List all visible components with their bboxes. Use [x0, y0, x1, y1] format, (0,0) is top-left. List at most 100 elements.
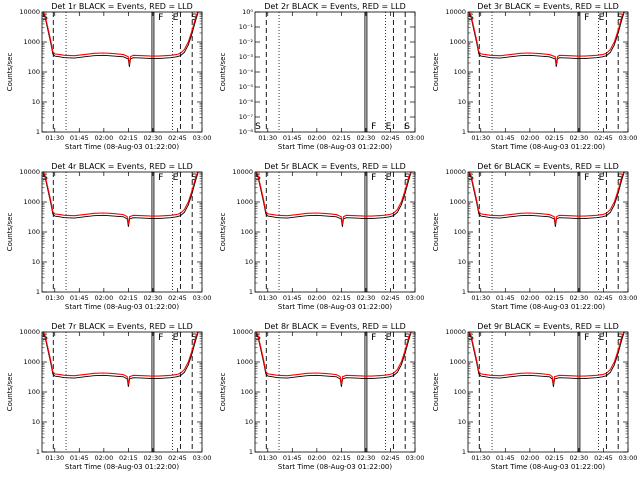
marker-letter: S	[255, 122, 261, 132]
x-axis-label: Start Time (08-Aug-03 01:22:00)	[278, 303, 392, 311]
panel-det-1r: Det 1r BLACK = Events, RED = LLD Counts/s…	[6, 2, 211, 151]
x-tick-label: 01:30	[471, 454, 490, 462]
x-tick-label: 01:30	[258, 134, 277, 142]
x-tick-label: 02:45	[381, 134, 400, 142]
y-tick-label: 1	[36, 128, 40, 136]
y-tick-label: 1	[36, 448, 40, 456]
y-tick-label: 100	[241, 228, 253, 236]
y-axis-label: Counts/sec	[6, 53, 14, 92]
y-tick-label: 10000	[19, 168, 40, 176]
panel-det-3r: Det 3r BLACK = Events, RED = LLD Counts/s…	[432, 2, 637, 151]
x-tick-label: 01:45	[70, 294, 89, 302]
x-tick-label: 02:30	[144, 294, 163, 302]
x-tick-label: 01:45	[496, 134, 515, 142]
series-lld-line	[255, 332, 412, 385]
y-tick-label: 1000	[449, 358, 466, 366]
y-tick-label: 10	[32, 258, 40, 266]
marker-letter: E	[386, 173, 392, 183]
x-tick-label: 02:00	[94, 294, 113, 302]
series-lld-line	[255, 172, 412, 225]
y-tick-label: 10⁻⁷	[239, 113, 254, 121]
marker-letter: F	[371, 122, 376, 132]
y-tick-label: 10⁰	[242, 8, 253, 16]
x-tick-label: 01:30	[258, 454, 277, 462]
plot-frame	[467, 11, 629, 133]
x-tick-label: 01:30	[258, 294, 277, 302]
marker-letter: S	[617, 173, 623, 183]
y-tick-label: 10000	[19, 328, 40, 336]
y-tick-label: 10	[245, 258, 253, 266]
x-tick-label: 02:30	[357, 294, 376, 302]
panel-title: Det 7r BLACK = Events, RED = LLD	[51, 322, 193, 331]
x-tick-label: 02:15	[332, 454, 351, 462]
y-tick-label: 100	[454, 68, 466, 76]
x-tick-label: 01:30	[45, 294, 64, 302]
x-tick-label: 02:15	[119, 294, 138, 302]
y-tick-label: 1000	[236, 198, 253, 206]
y-tick-label: 1000	[449, 38, 466, 46]
panel-title: Det 3r BLACK = Events, RED = LLD	[477, 2, 619, 11]
plot-frame	[254, 331, 416, 453]
x-tick-label: 02:00	[94, 134, 113, 142]
y-tick-label: 10	[32, 98, 40, 106]
panel-title: Det 9r BLACK = Events, RED = LLD	[477, 322, 619, 331]
x-tick-label: 02:15	[332, 134, 351, 142]
x-axis-label: Start Time (08-Aug-03 01:22:00)	[65, 303, 179, 311]
panel-det-8r: Det 8r BLACK = Events, RED = LLD Counts/s…	[219, 322, 424, 471]
y-tick-label: 1000	[23, 38, 40, 46]
x-tick-label: 01:45	[283, 294, 302, 302]
y-tick-label: 1000	[23, 198, 40, 206]
x-tick-label: 02:15	[119, 454, 138, 462]
panel-det-9r: Det 9r BLACK = Events, RED = LLD Counts/s…	[432, 322, 637, 471]
x-axis-label: Start Time (08-Aug-03 01:22:00)	[65, 143, 179, 151]
x-tick-label: 02:45	[168, 134, 187, 142]
x-tick-label: 02:00	[94, 454, 113, 462]
x-tick-label: 02:30	[144, 134, 163, 142]
y-tick-label: 100	[241, 388, 253, 396]
x-tick-label: 02:30	[570, 134, 589, 142]
plot-frame	[254, 11, 416, 133]
marker-letter: S	[191, 13, 197, 23]
plot-frame	[41, 171, 203, 293]
y-tick-label: 10⁻⁶	[239, 98, 254, 106]
y-tick-label: 10⁻⁵	[239, 83, 254, 91]
x-tick-label: 03:00	[193, 454, 212, 462]
panel-det-6r: Det 6r BLACK = Events, RED = LLD Counts/s…	[432, 162, 637, 311]
marker-letter: E	[386, 333, 392, 343]
y-axis-label: Counts/sec	[432, 213, 440, 252]
y-tick-label: 10000	[445, 168, 466, 176]
y-tick-label: 1	[462, 288, 466, 296]
x-tick-label: 02:15	[119, 134, 138, 142]
panel-title: Det 1r BLACK = Events, RED = LLD	[51, 2, 193, 11]
x-tick-label: 02:45	[381, 294, 400, 302]
x-tick-label: 03:00	[193, 294, 212, 302]
plot-frame	[254, 171, 416, 293]
panel-title: Det 2r BLACK = Events, RED = LLD	[264, 2, 406, 11]
x-tick-label: 02:00	[307, 134, 326, 142]
x-tick-label: 02:00	[520, 294, 539, 302]
marker-letter: E	[599, 333, 605, 343]
y-tick-label: 1	[249, 448, 253, 456]
y-tick-label: 1	[462, 448, 466, 456]
x-tick-label: 01:30	[45, 454, 64, 462]
x-tick-label: 02:30	[144, 454, 163, 462]
plot-frame	[467, 171, 629, 293]
x-tick-label: 03:00	[193, 134, 212, 142]
x-tick-label: 01:30	[45, 134, 64, 142]
x-tick-label: 01:45	[283, 454, 302, 462]
x-tick-label: 03:00	[619, 134, 638, 142]
x-tick-label: 02:15	[545, 294, 564, 302]
marker-letter: F	[158, 173, 163, 183]
y-tick-label: 1000	[449, 198, 466, 206]
y-axis-label: Counts/sec	[6, 213, 14, 252]
y-tick-label: 1	[462, 128, 466, 136]
x-axis-label: Start Time (08-Aug-03 01:22:00)	[278, 143, 392, 151]
y-axis-label: Counts/sec	[6, 373, 14, 412]
y-tick-label: 10000	[445, 8, 466, 16]
y-tick-label: 10⁻³	[239, 53, 254, 61]
panel-det-7r: Det 7r BLACK = Events, RED = LLD Counts/s…	[6, 322, 211, 471]
y-tick-label: 10	[458, 98, 466, 106]
y-axis-label: Counts/sec	[219, 373, 227, 412]
y-axis-label: Counts/sec	[432, 373, 440, 412]
